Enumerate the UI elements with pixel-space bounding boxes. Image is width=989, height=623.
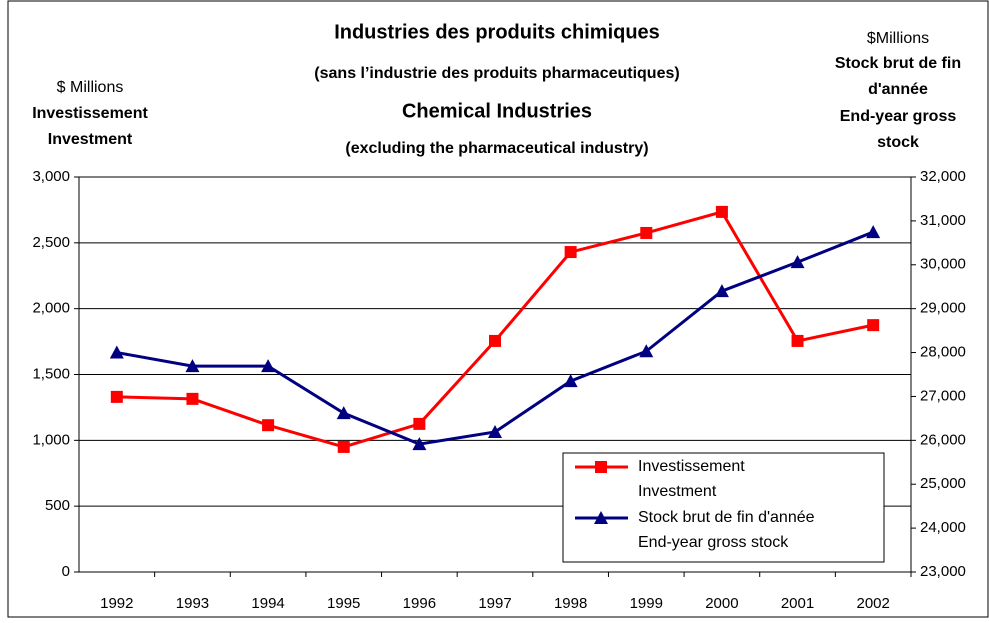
y2-tick-label: 23,000 [920,563,966,580]
chart-title: (sans l’industrie des produits pharmaceu… [314,65,679,82]
y2-axis-label: d'année [868,81,928,98]
data-point [790,255,805,269]
y2-axis-label: stock [877,134,919,151]
x-tick-label: 1996 [403,595,436,612]
data-point [715,205,728,218]
y-tick-label: 1,000 [32,431,70,448]
y-tick-label: 1,500 [32,365,70,382]
data-point [564,246,577,259]
data-point [109,345,124,359]
y2-tick-label: 32,000 [920,168,966,185]
y2-tick-label: 31,000 [920,212,966,229]
legend-label: Investissement [638,458,745,475]
x-tick-label: 2001 [781,595,814,612]
y2-tick-label: 28,000 [920,344,966,361]
data-point [867,319,880,332]
x-tick-label: 1993 [176,595,209,612]
legend-marker [595,461,607,473]
y-axis-label: Investment [48,131,133,148]
y2-tick-label: 24,000 [920,519,966,536]
data-point [866,225,881,239]
y2-tick-label: 26,000 [920,431,966,448]
data-point [413,417,426,430]
y-tick-label: 2,000 [32,300,70,317]
data-point [714,284,729,298]
chart-title: (excluding the pharmaceutical industry) [345,140,648,157]
x-tick-label: 1995 [327,595,360,612]
x-tick-label: 1999 [630,595,663,612]
data-point [186,392,199,405]
data-point [261,359,276,373]
data-point [185,359,200,373]
data-point [336,406,351,420]
y-axis-label: $ Millions [57,79,124,96]
legend-label: Investment [638,483,717,500]
y2-axis-label: Stock brut de fin [835,55,961,72]
data-point [791,334,804,347]
data-point [640,226,653,239]
x-tick-label: 1998 [554,595,587,612]
legend [562,452,885,563]
legend-marker [594,511,608,524]
data-point [110,390,123,403]
y2-tick-label: 29,000 [920,300,966,317]
x-tick-label: 2000 [705,595,738,612]
data-point [488,424,502,438]
x-tick-label: 1992 [100,595,133,612]
legend-label: Stock brut de fin d'année [638,509,815,526]
x-tick-label: 1997 [478,595,511,612]
data-point [262,419,275,432]
data-point [412,437,427,451]
y2-tick-label: 27,000 [920,387,966,404]
y2-tick-label: 30,000 [920,256,966,273]
y-tick-label: 500 [45,497,70,514]
y-tick-label: 0 [62,563,70,580]
data-point [639,344,654,358]
x-tick-label: 2002 [856,595,889,612]
y-tick-label: 3,000 [32,168,70,185]
y2-tick-label: 25,000 [920,475,966,492]
legend-label: End-year gross stock [638,534,789,551]
y-tick-label: 2,500 [32,234,70,251]
x-tick-label: 1994 [251,595,284,612]
y2-axis-label: End-year gross [840,108,957,125]
y2-axis-label: $Millions [867,30,929,47]
data-point [489,334,501,347]
y-axis-label: Investissement [32,105,148,122]
chart-title: Chemical Industries [402,100,592,122]
data-point [337,440,350,453]
chart-title: Industries des produits chimiques [334,21,660,43]
data-point [563,374,578,388]
